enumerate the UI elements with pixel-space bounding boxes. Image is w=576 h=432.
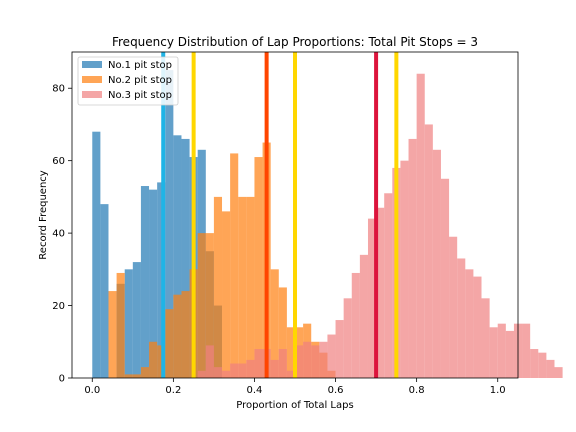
bar-series3-bin15 bbox=[319, 342, 327, 378]
bar-series3-bin33 bbox=[465, 269, 473, 378]
bar-series3-bin4 bbox=[230, 364, 238, 378]
bar-series3-bin6 bbox=[246, 360, 254, 378]
bar-series3-bin29 bbox=[433, 150, 441, 378]
bar-series1-bin6 bbox=[141, 186, 149, 378]
bar-series1-bin1 bbox=[100, 204, 108, 378]
bar-series3-bin28 bbox=[425, 124, 433, 378]
bar-series3-bin23 bbox=[384, 193, 392, 378]
legend-label-1: No.1 pit stop bbox=[108, 60, 172, 71]
bar-series3-bin25 bbox=[400, 161, 408, 378]
bar-series2-bin0 bbox=[108, 291, 116, 378]
bar-series2-bin3 bbox=[133, 374, 141, 378]
bar-series3-bin44 bbox=[554, 367, 562, 378]
x-tick-label: 0.0 bbox=[84, 385, 100, 396]
bar-series3-bin13 bbox=[303, 342, 311, 378]
bar-series1-bin4 bbox=[125, 269, 133, 378]
legend: No.1 pit stop No.2 pit stop No.3 pit stop bbox=[78, 57, 178, 105]
bar-series3-bin5 bbox=[238, 364, 246, 378]
bar-series3-bin42 bbox=[538, 353, 546, 378]
bar-series2-bin14 bbox=[222, 211, 230, 378]
y-tick-label: 80 bbox=[52, 84, 65, 95]
bar-series2-bin11 bbox=[198, 233, 206, 378]
y-tick-label: 20 bbox=[52, 301, 65, 312]
bar-series2-bin17 bbox=[246, 197, 254, 378]
x-axis-ticks: 0.0 0.2 0.4 0.6 0.8 1.0 bbox=[84, 378, 505, 396]
bar-series2-bin16 bbox=[238, 197, 246, 378]
bar-series3-bin2 bbox=[214, 367, 222, 378]
bar-series1-bin0 bbox=[92, 132, 100, 378]
bar-series1-bin5 bbox=[133, 262, 141, 378]
bar-series3-bin26 bbox=[409, 139, 417, 378]
bar-series2-bin15 bbox=[230, 153, 238, 378]
bar-series3-bin19 bbox=[352, 273, 360, 378]
bar-series3-bin18 bbox=[344, 298, 352, 378]
legend-swatch-2 bbox=[82, 76, 102, 83]
bar-series3-bin20 bbox=[360, 255, 368, 378]
bar-series3-bin38 bbox=[506, 331, 514, 378]
bar-series3-bin0 bbox=[198, 371, 206, 378]
chart-title: Frequency Distribution of Lap Proportion… bbox=[112, 35, 478, 49]
bar-series2-bin18 bbox=[254, 157, 262, 378]
legend-label-2: No.2 pit stop bbox=[108, 75, 172, 86]
bar-series3-bin17 bbox=[336, 320, 344, 378]
bar-series3-bin9 bbox=[271, 360, 279, 378]
x-tick-label: 0.4 bbox=[247, 385, 263, 396]
y-tick-label: 40 bbox=[52, 229, 65, 240]
y-tick-label: 0 bbox=[59, 374, 65, 385]
bar-series3-bin35 bbox=[482, 298, 490, 378]
legend-label-3: No.3 pit stop bbox=[108, 90, 172, 101]
bar-series2-bin8 bbox=[173, 295, 181, 378]
legend-swatch-3 bbox=[82, 91, 102, 98]
bar-series2-bin4 bbox=[141, 367, 149, 378]
x-tick-label: 0.6 bbox=[328, 385, 344, 396]
bar-series3-bin16 bbox=[327, 335, 335, 378]
bar-series3-bin31 bbox=[449, 237, 457, 378]
bar-series3-bin32 bbox=[457, 258, 465, 378]
x-tick-label: 0.2 bbox=[165, 385, 181, 396]
bar-series2-bin7 bbox=[165, 309, 173, 378]
bar-series3-bin34 bbox=[473, 277, 481, 378]
bar-series2-bin1 bbox=[117, 273, 125, 378]
y-axis-label: Record Frequency bbox=[38, 170, 49, 259]
x-tick-label: 1.0 bbox=[490, 385, 506, 396]
bar-series3-bin1 bbox=[206, 345, 214, 378]
bar-series2-bin9 bbox=[181, 291, 189, 378]
bar-series3-bin40 bbox=[522, 324, 530, 378]
bar-series3-bin14 bbox=[311, 345, 319, 378]
bar-series3-bin36 bbox=[490, 327, 498, 378]
bar-series2-bin5 bbox=[149, 342, 157, 378]
x-axis-label: Proportion of Total Laps bbox=[236, 400, 353, 411]
bar-series2-bin13 bbox=[214, 197, 222, 378]
legend-swatch-1 bbox=[82, 61, 102, 68]
bar-series3-bin10 bbox=[279, 349, 287, 378]
bar-series3-bin41 bbox=[530, 349, 538, 378]
bar-series3-bin7 bbox=[254, 349, 262, 378]
x-tick-label: 0.8 bbox=[409, 385, 425, 396]
y-axis-ticks: 0 20 40 60 80 bbox=[52, 84, 72, 385]
bar-series3-bin27 bbox=[417, 74, 425, 378]
bar-series3-bin37 bbox=[498, 324, 506, 378]
bar-series3-bin3 bbox=[222, 371, 230, 378]
bar-series3-bin43 bbox=[546, 360, 554, 378]
bar-series3-bin30 bbox=[441, 179, 449, 378]
bar-series2-bin2 bbox=[125, 374, 133, 378]
y-tick-label: 60 bbox=[52, 156, 65, 167]
